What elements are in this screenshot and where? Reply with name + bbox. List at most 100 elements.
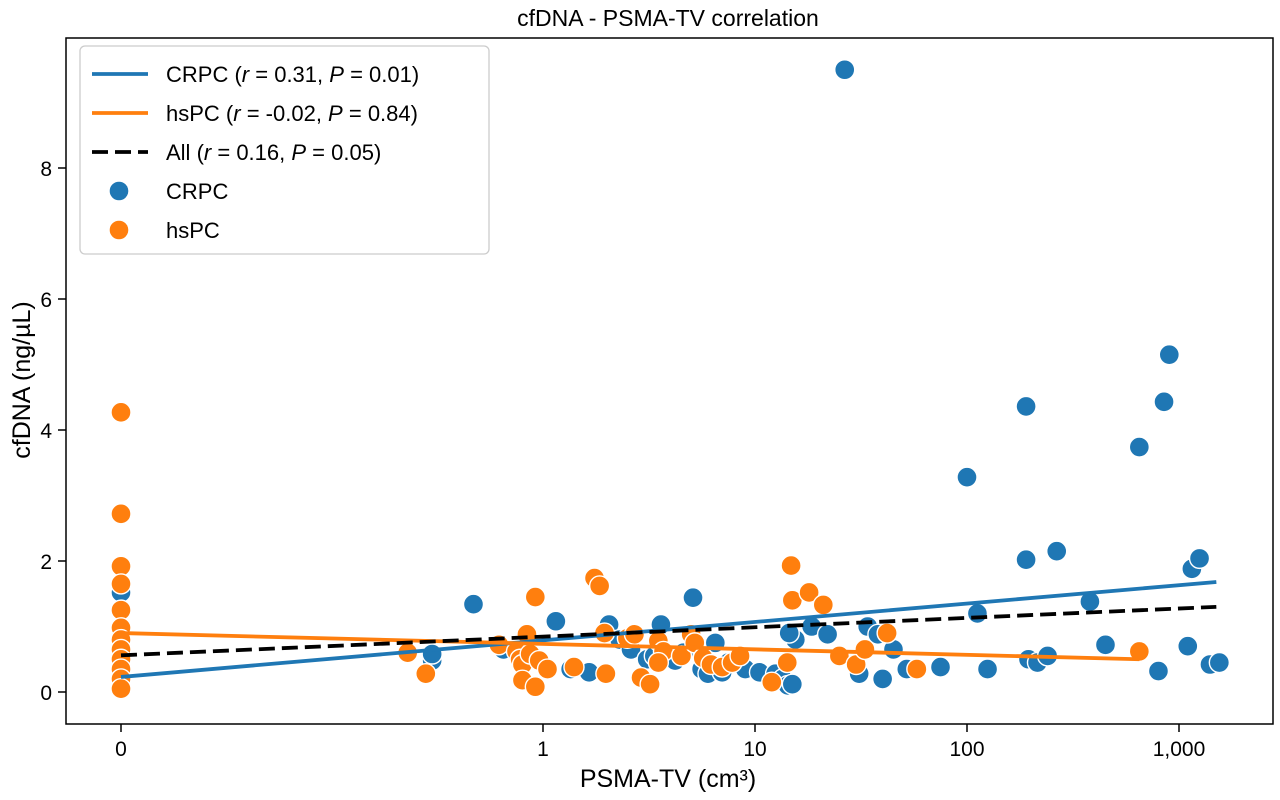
- crpc-point: [929, 656, 952, 678]
- x-tick-label: 1: [537, 738, 549, 761]
- hspc-point: [110, 503, 132, 525]
- legend-box: [79, 45, 490, 255]
- x-tick-label: 10: [743, 738, 766, 761]
- legend-r: 0.31: [274, 62, 317, 87]
- hspc-fit-line: [120, 631, 1140, 662]
- legend-text-fragment: =: [344, 62, 369, 87]
- crpc-point: [1128, 436, 1151, 458]
- hspc-point: [595, 662, 617, 685]
- legend-text-fragment: r: [242, 62, 251, 87]
- hspc-point: [524, 676, 547, 698]
- crpc-point: [1153, 391, 1175, 413]
- legend-text-fragment: P: [328, 101, 343, 126]
- hspc-point: [1128, 640, 1151, 663]
- plot-frame: [65, 37, 1274, 725]
- hspc-point: [906, 658, 928, 680]
- y-tick-label: 2: [40, 551, 52, 574]
- hspc-point: [415, 662, 437, 685]
- legend-text-fragment: (: [228, 62, 242, 87]
- crpc-point: [956, 466, 978, 488]
- crpc-point: [778, 622, 800, 644]
- legend-hspc-marker-swatch: [108, 219, 130, 241]
- legend-text-fragment: P: [291, 140, 306, 165]
- x-tick-label: 100: [949, 738, 984, 761]
- x-tick-label: 0: [115, 738, 127, 761]
- legend-text-fragment: ,: [317, 62, 329, 87]
- y-tick-label: 0: [40, 682, 52, 705]
- crpc-point: [545, 610, 567, 632]
- x-tick-label: 1,000: [1153, 738, 1206, 761]
- legend-text-fragment: ,: [316, 101, 328, 126]
- legend-entry-text: CRPC: [166, 179, 228, 204]
- legend-entry-text: hsPC (r = -0.02, P = 0.84): [166, 101, 418, 126]
- legend-text-fragment: ): [411, 101, 418, 126]
- legend: CRPC (r = 0.31, P = 0.01)hsPC (r = -0.02…: [79, 45, 490, 255]
- legend-p: 0.84: [368, 101, 411, 126]
- crpc-point: [871, 668, 894, 690]
- legend-text-fragment: (: [190, 140, 204, 165]
- crpc-point: [1158, 343, 1180, 366]
- legend-text-fragment: =: [241, 101, 266, 126]
- legend-name: hsPC: [166, 101, 220, 126]
- hspc-point: [776, 651, 798, 674]
- legend-entry-text: CRPC (r = 0.31, P = 0.01): [166, 62, 419, 87]
- hspc-point: [536, 658, 559, 680]
- legend-text-fragment: =: [343, 101, 368, 126]
- crpc-point: [966, 602, 989, 625]
- hspc-point: [780, 554, 802, 577]
- legend-crpc-marker-swatch: [108, 180, 130, 202]
- crpc-point: [1046, 540, 1068, 562]
- hspc-point: [563, 656, 585, 678]
- crpc-point: [816, 623, 839, 646]
- crpc-point: [462, 593, 485, 615]
- crpc-point: [781, 673, 804, 695]
- legend-p: 0.01: [369, 62, 412, 87]
- y-tick-label: 6: [40, 289, 52, 312]
- hspc-point: [812, 594, 835, 616]
- legend-entry-text: All (r = 0.16, P = 0.05): [166, 140, 381, 165]
- hspc-point: [110, 401, 132, 424]
- legend-text-fragment: =: [249, 62, 274, 87]
- y-axis-label: cfDNA (ng/µL): [8, 301, 36, 459]
- hspc-point: [854, 638, 876, 661]
- hspc-point: [798, 581, 820, 604]
- legend-r: 0.16: [236, 140, 279, 165]
- crpc-point: [1177, 635, 1199, 657]
- crpc-point: [1147, 660, 1170, 682]
- plot-area: 0 1 10 100 1,000 0 2 4 6 8: [40, 59, 1231, 761]
- legend-text-fragment: r: [204, 140, 213, 165]
- hspc-point: [876, 622, 898, 644]
- legend-text-fragment: r: [233, 101, 242, 126]
- legend-text-fragment: ,: [279, 140, 291, 165]
- hspc-point: [761, 671, 783, 693]
- hspc-point: [588, 575, 611, 597]
- legend-name: CRPC: [166, 62, 228, 87]
- legend-name: CRPC: [166, 179, 228, 204]
- legend-text-fragment: ): [412, 62, 419, 87]
- chart-title: cfDNA - PSMA-TV correlation: [517, 5, 819, 31]
- crpc-point: [421, 643, 443, 665]
- crpc-point: [1015, 395, 1037, 418]
- crpc-point: [1094, 634, 1117, 656]
- crpc-point: [682, 586, 704, 609]
- hspc-point: [110, 678, 132, 700]
- legend-text-fragment: (: [220, 101, 234, 126]
- legend-text-fragment: =: [211, 140, 236, 165]
- hspc-point: [647, 651, 670, 674]
- legend-text-fragment: =: [306, 140, 331, 165]
- hspc-point: [639, 673, 661, 695]
- legend-name: All: [166, 140, 190, 165]
- legend-text-fragment: ): [374, 140, 381, 165]
- hspc-point: [524, 586, 547, 608]
- crpc-point: [1208, 651, 1231, 674]
- y-tick-label: 4: [40, 420, 52, 443]
- crpc-point: [1015, 548, 1037, 571]
- crpc-point: [834, 59, 856, 81]
- crpc-point: [1188, 547, 1211, 570]
- crpc-point: [976, 658, 999, 680]
- legend-p: 0.05: [331, 140, 374, 165]
- hspc-point: [110, 573, 132, 595]
- y-tick-label: 8: [40, 158, 52, 181]
